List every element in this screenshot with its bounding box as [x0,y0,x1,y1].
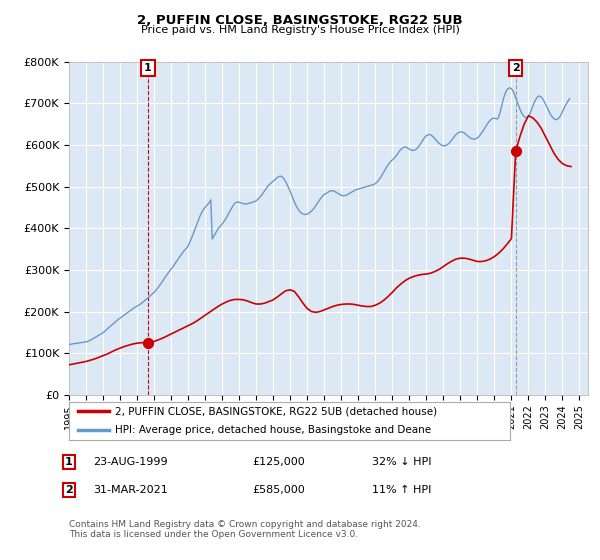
Text: Price paid vs. HM Land Registry's House Price Index (HPI): Price paid vs. HM Land Registry's House … [140,25,460,35]
Text: 2: 2 [65,485,73,495]
Text: 31-MAR-2021: 31-MAR-2021 [93,485,168,495]
Text: 1: 1 [65,457,73,467]
Point [511,147,520,156]
Text: Contains HM Land Registry data © Crown copyright and database right 2024.
This d: Contains HM Land Registry data © Crown c… [69,520,421,539]
Text: 2, PUFFIN CLOSE, BASINGSTOKE, RG22 5UB (detached house): 2, PUFFIN CLOSE, BASINGSTOKE, RG22 5UB (… [115,406,437,416]
Text: 32% ↓ HPI: 32% ↓ HPI [372,457,431,467]
Text: 2: 2 [512,63,520,73]
Text: £585,000: £585,000 [252,485,305,495]
Text: 11% ↑ HPI: 11% ↑ HPI [372,485,431,495]
Text: 1: 1 [144,63,152,73]
Text: 23-AUG-1999: 23-AUG-1999 [93,457,167,467]
Text: 2, PUFFIN CLOSE, BASINGSTOKE, RG22 5UB: 2, PUFFIN CLOSE, BASINGSTOKE, RG22 5UB [137,14,463,27]
Point [143,338,153,347]
Text: £125,000: £125,000 [252,457,305,467]
Text: HPI: Average price, detached house, Basingstoke and Deane: HPI: Average price, detached house, Basi… [115,425,431,435]
